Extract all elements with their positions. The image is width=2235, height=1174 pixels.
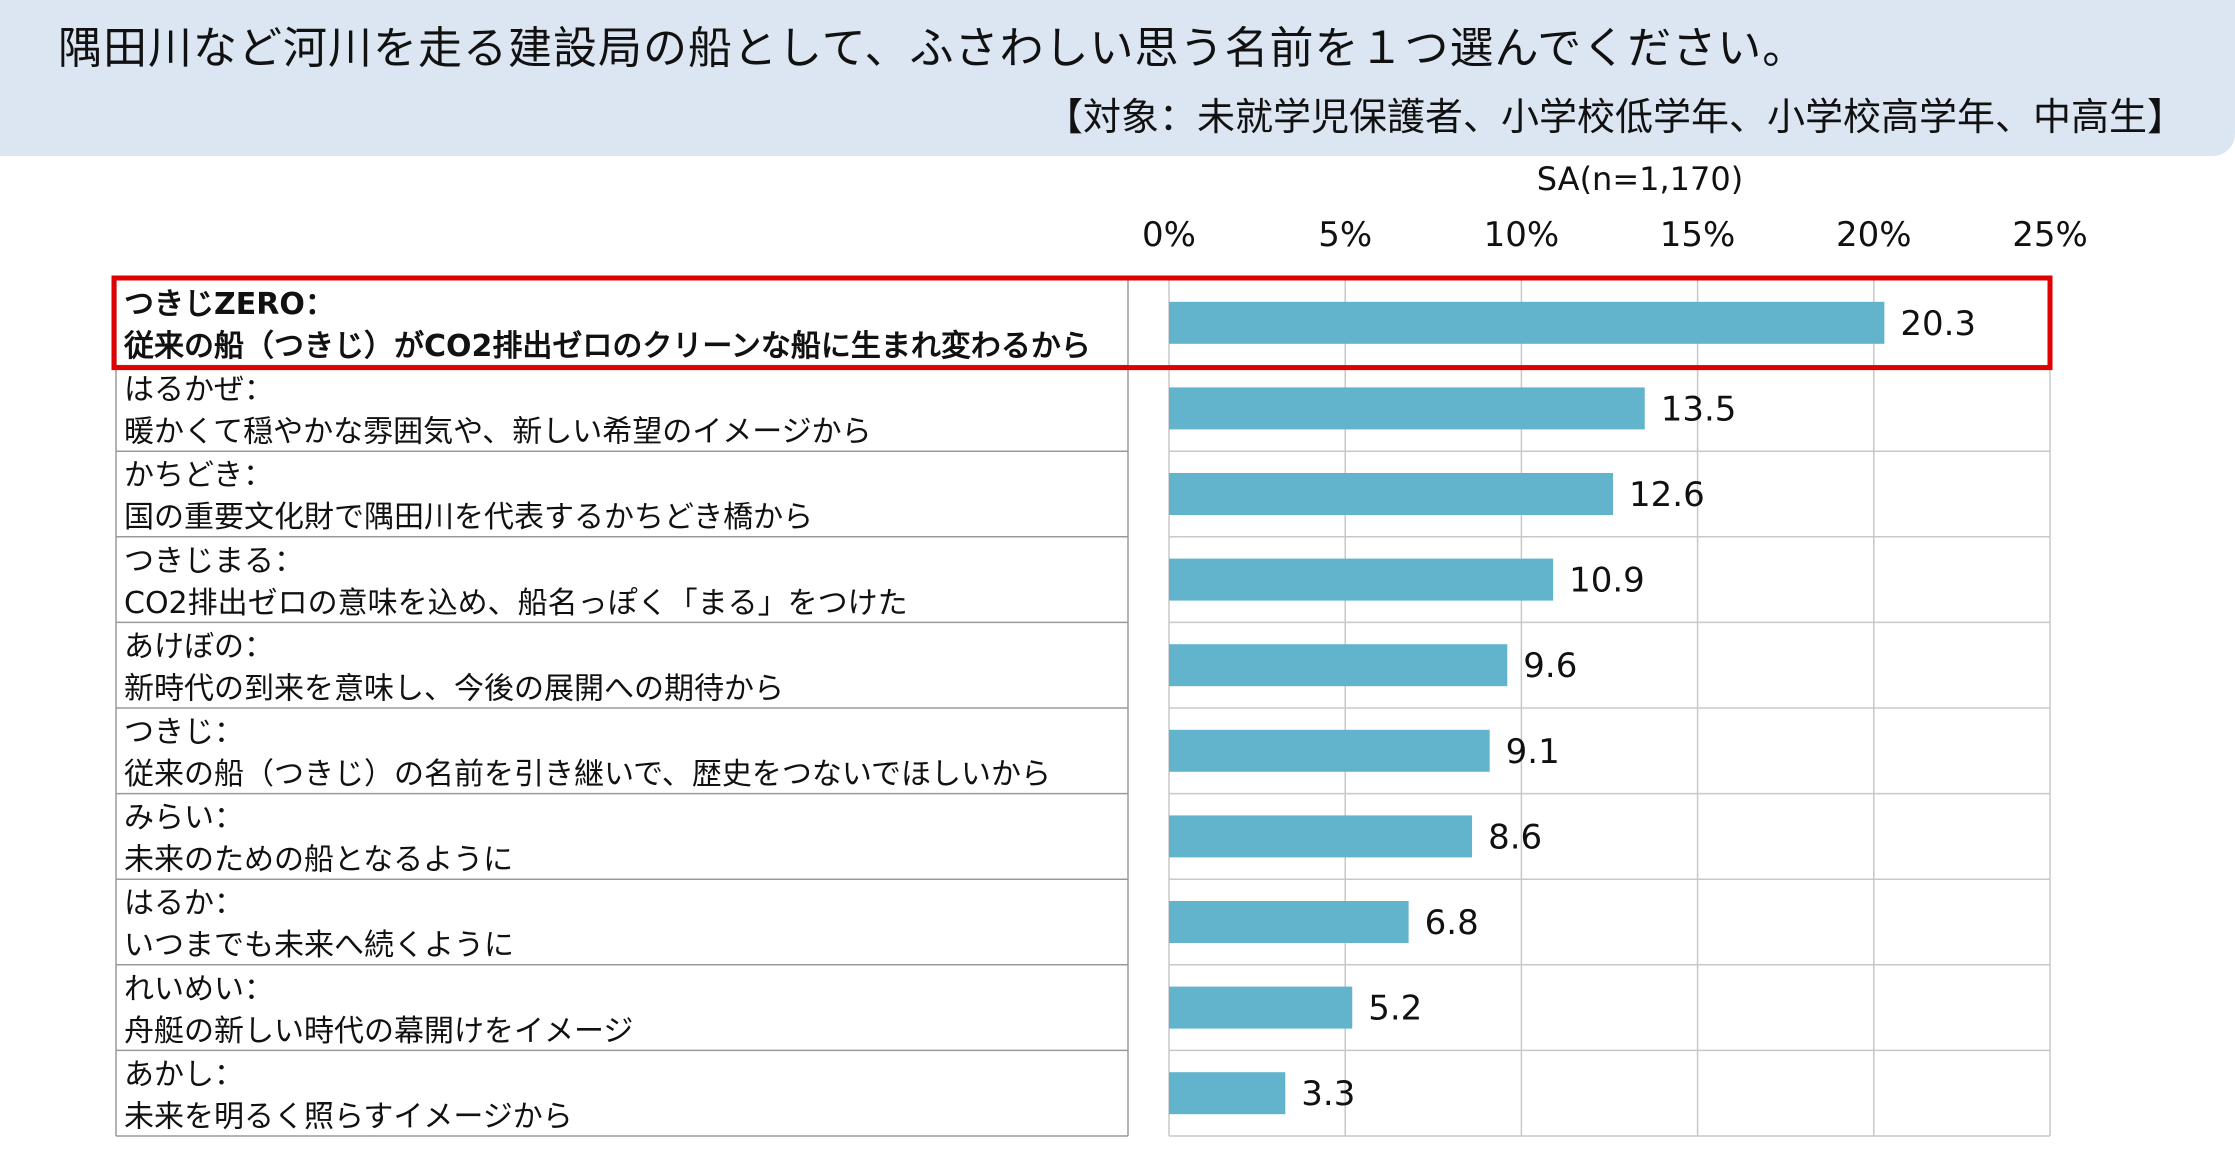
category-name: はるかぜ： bbox=[124, 373, 274, 408]
category-name: つきじZERO： bbox=[124, 287, 335, 322]
category-reason: 新時代の到来を意味し、今後の展開への期待から bbox=[124, 671, 784, 706]
bar bbox=[1169, 815, 1473, 858]
value-label: 5.2 bbox=[1368, 989, 1422, 1029]
category-reason: 未来を明るく照らすイメージから bbox=[124, 1099, 573, 1134]
category-reason: いつまでも未来へ続くように bbox=[124, 928, 514, 963]
category-reason: 未来のための船となるように bbox=[124, 843, 513, 878]
highlight-box bbox=[111, 275, 2053, 371]
bar bbox=[1169, 901, 1409, 943]
category-reason: CO2排出ゼロの意味を込め、船名っぽく「まる」をつけた bbox=[124, 586, 908, 621]
category-name: みらい： bbox=[124, 801, 244, 836]
category-reason: 舟艇の新しい時代の幕開けをイメージ bbox=[124, 1014, 633, 1049]
category-reason: 暖かくて穏やかな雰囲気や、新しい希望のイメージから bbox=[124, 415, 872, 450]
value-label: 8.6 bbox=[1488, 817, 1542, 857]
x-tick-label: 0% bbox=[1142, 215, 1196, 255]
category-name: かちどき： bbox=[124, 458, 273, 493]
bar bbox=[1169, 644, 1508, 687]
x-tick-label: 20% bbox=[1836, 215, 1912, 255]
bar bbox=[1169, 301, 1885, 344]
sample-note: SA(n=1,170) bbox=[1537, 160, 1743, 198]
bar bbox=[1169, 986, 1353, 1029]
value-label: 10.9 bbox=[1569, 561, 1645, 601]
value-label: 6.8 bbox=[1425, 903, 1479, 943]
value-label: 9.6 bbox=[1523, 646, 1577, 686]
x-tick-label: 5% bbox=[1318, 215, 1372, 255]
category-name: つきじ： bbox=[124, 715, 244, 750]
value-label: 3.3 bbox=[1301, 1074, 1355, 1114]
header-banner: 隅田川など河川を走る建設局の船として、ふさわしい思う名前を１つ選んでください。 … bbox=[0, 0, 2235, 156]
value-label: 20.3 bbox=[1900, 304, 1976, 344]
category-reason: 従来の船（つきじ）の名前を引き継いで、歴史をつないでほしいから bbox=[124, 757, 1051, 792]
value-label: 13.5 bbox=[1661, 389, 1737, 429]
x-tick-label: 15% bbox=[1660, 215, 1736, 255]
value-label: 12.6 bbox=[1629, 475, 1705, 515]
category-name: れいめい： bbox=[124, 972, 274, 1007]
target-audience: 【対象：未就学児保護者、小学校低学年、小学校高学年、中高生】 bbox=[1044, 95, 2185, 139]
category-name: つきじまる： bbox=[124, 544, 304, 579]
bar bbox=[1169, 473, 1614, 515]
category-name: はるか： bbox=[124, 886, 244, 921]
x-tick-label: 25% bbox=[2012, 215, 2088, 255]
question-title: 隅田川など河川を走る建設局の船として、ふさわしい思う名前を１つ選んでください。 bbox=[58, 23, 1808, 74]
category-reason: 国の重要文化財で隅田川を代表するかちどき橋から bbox=[124, 500, 813, 535]
bar bbox=[1169, 387, 1645, 430]
bar bbox=[1169, 1072, 1286, 1115]
bar bbox=[1169, 558, 1554, 601]
category-name: あかし： bbox=[124, 1057, 244, 1092]
bar bbox=[1169, 729, 1490, 772]
value-label: 9.1 bbox=[1506, 732, 1560, 772]
x-tick-label: 10% bbox=[1484, 215, 1560, 255]
category-reason: 従来の船（つきじ）がCO2排出ゼロのクリーンな船に生まれ変わるから bbox=[123, 329, 1091, 364]
category-name: あけぼの： bbox=[124, 629, 274, 664]
